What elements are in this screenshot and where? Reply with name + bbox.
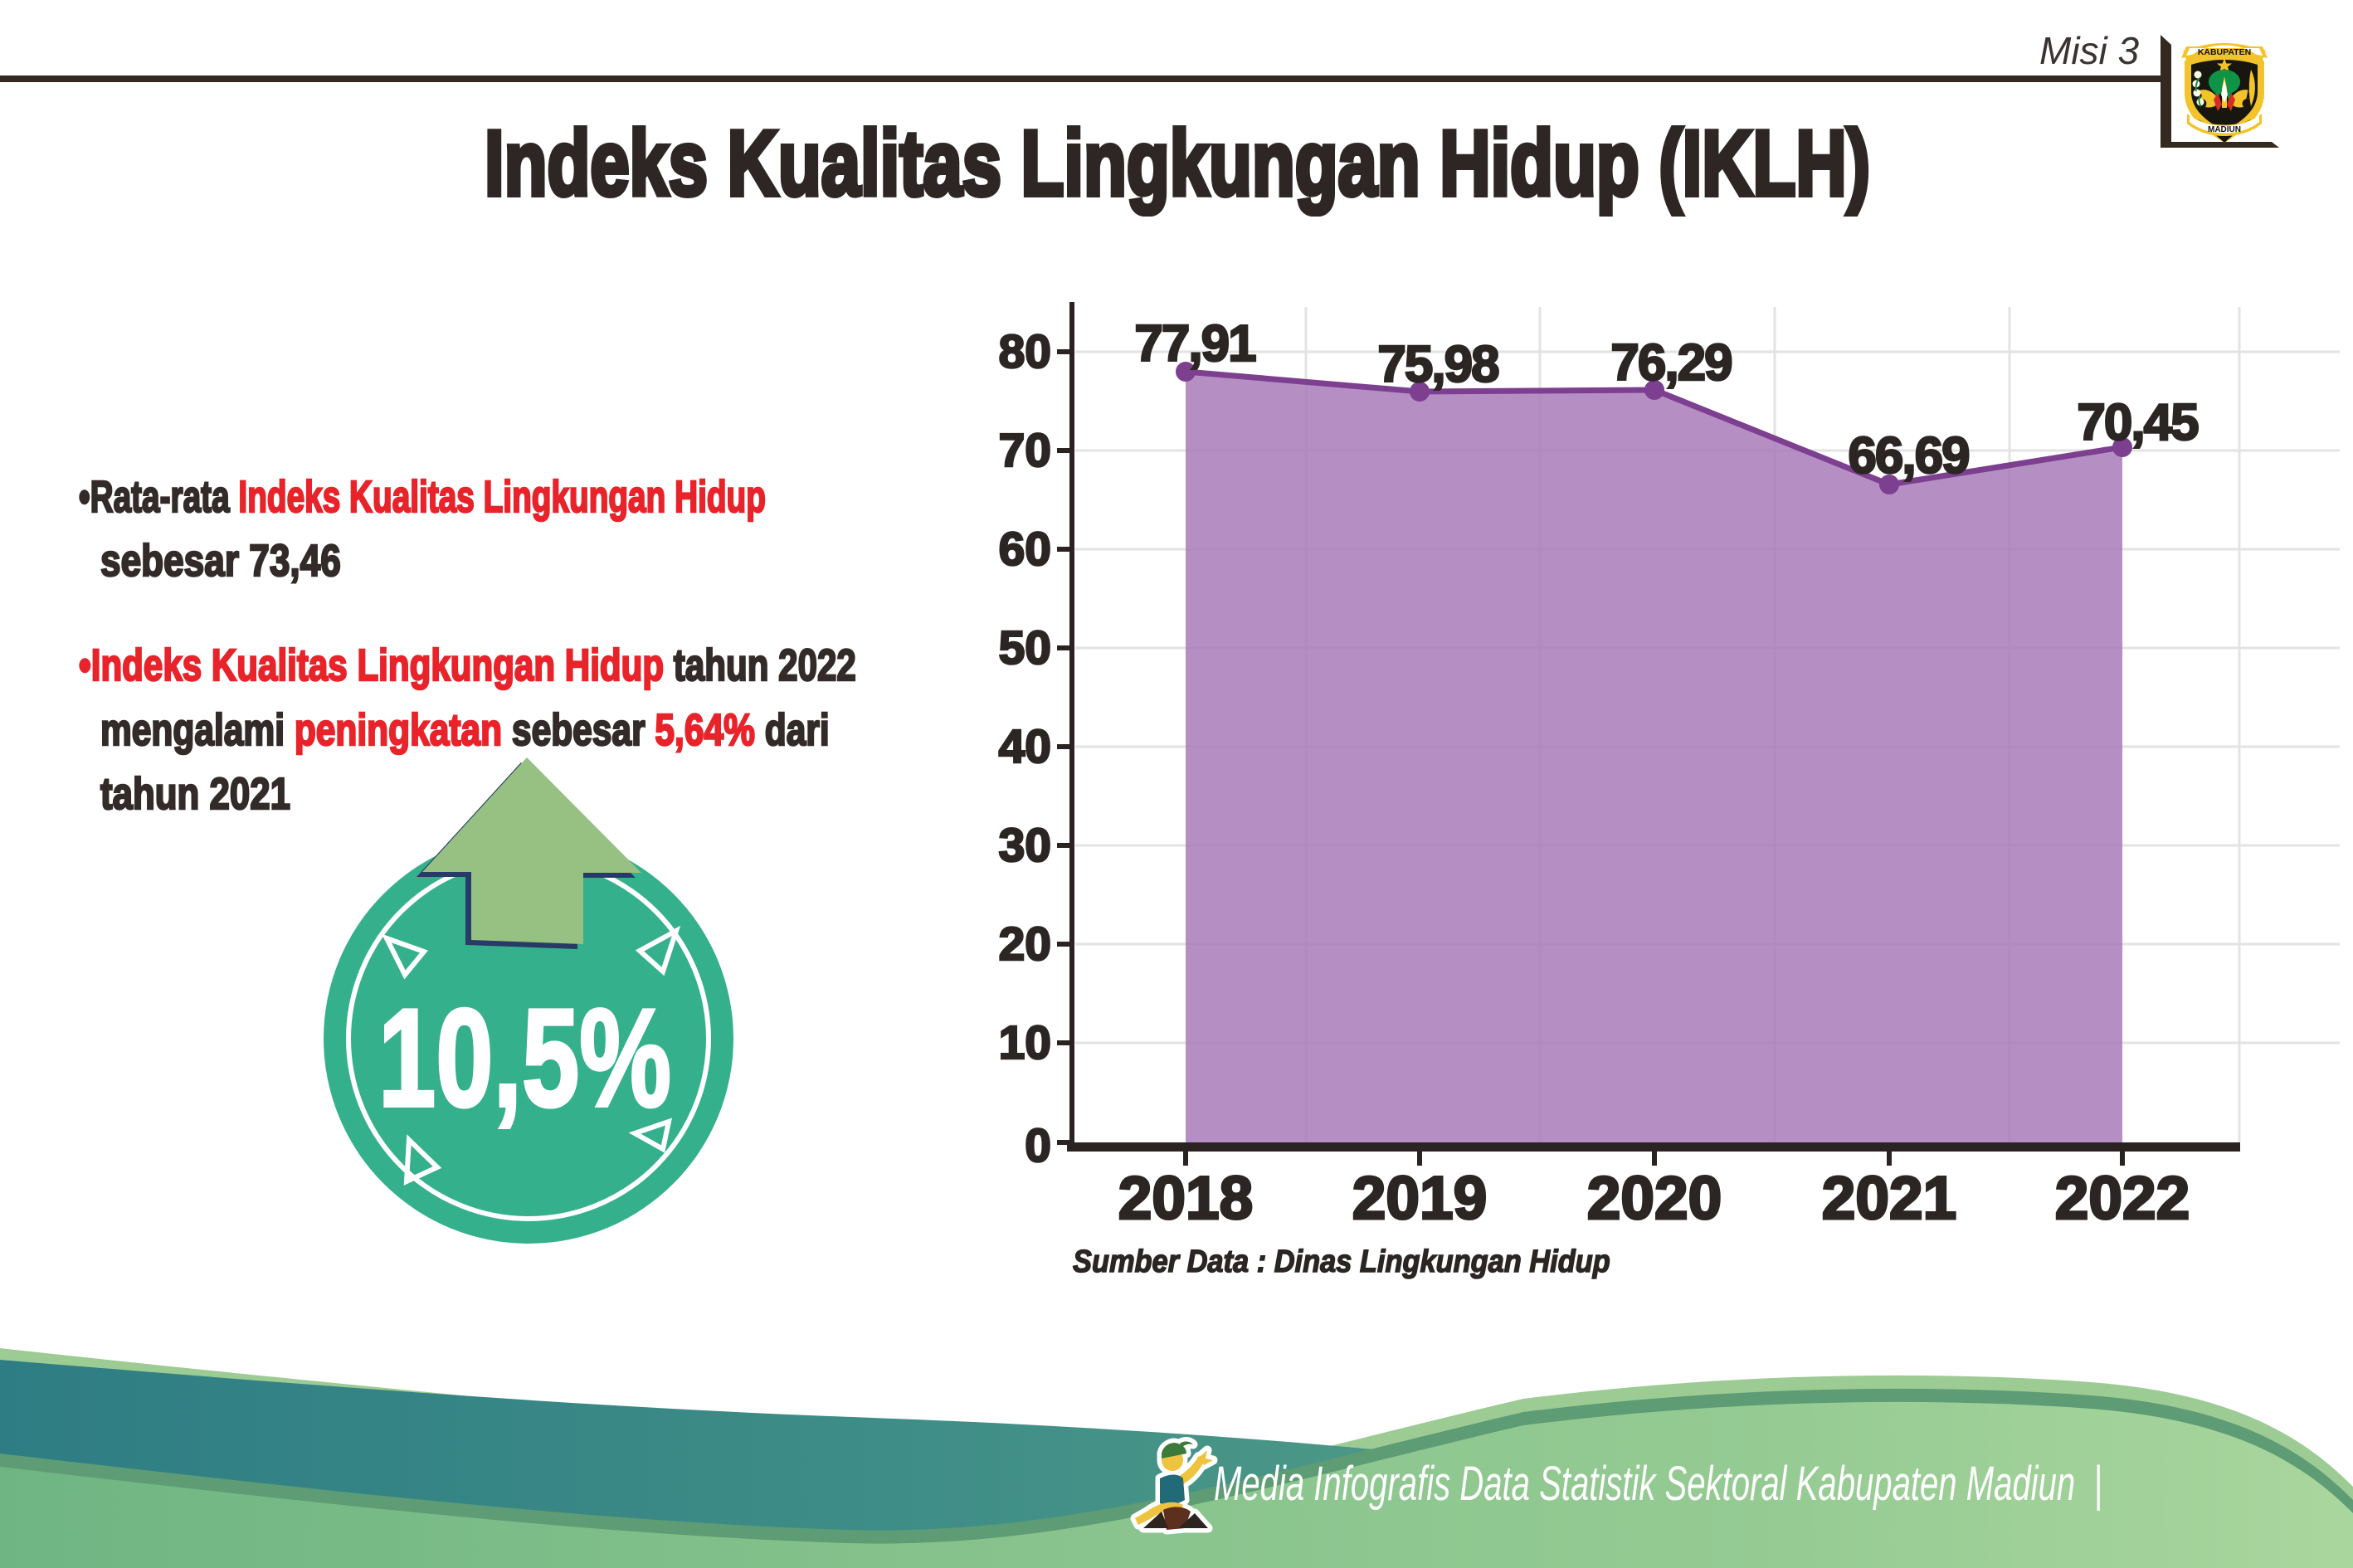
svg-text:MADIUN: MADIUN [2208, 125, 2241, 134]
svg-text:KABUPATEN: KABUPATEN [2198, 47, 2251, 57]
